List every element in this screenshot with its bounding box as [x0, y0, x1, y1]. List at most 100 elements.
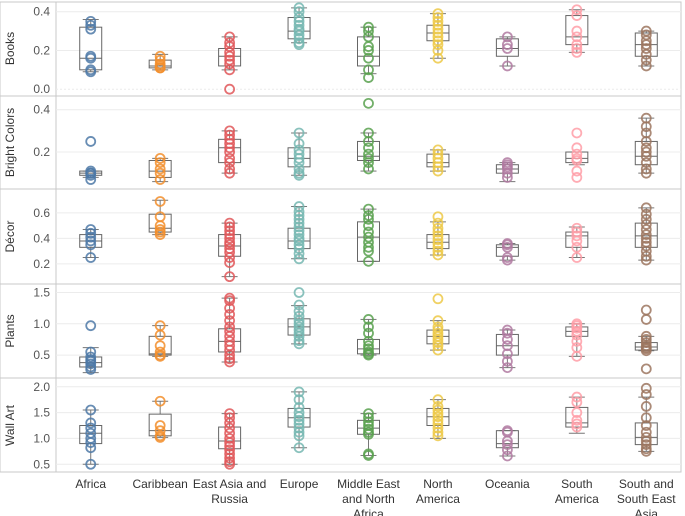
point-wall-art-europe: [293, 394, 305, 406]
point-books-south-and-south-east-asia: [640, 54, 652, 66]
x-label-middle-east-and-north-africa: and North: [342, 492, 395, 506]
point-d-cor-africa: [85, 235, 97, 247]
point-d-cor-europe: [293, 229, 305, 240]
y-tick-label-wall-art: 1.0: [33, 431, 50, 445]
box-wall-art-oceania: [495, 430, 519, 449]
panel-label-d-cor: Décor: [3, 220, 17, 252]
point-d-cor-south-america: [571, 252, 583, 263]
panel-label-bright-colors: Bright Colors: [3, 108, 17, 177]
point-wall-art-south-america: [571, 407, 583, 418]
point-books-africa: [85, 15, 97, 27]
point-books-south-and-south-east-asia: [640, 60, 652, 72]
x-label-east-asia-and-russia: East Asia and: [193, 477, 266, 491]
point-d-cor-middle-east-and-north-africa: [363, 210, 374, 221]
point-d-cor-africa: [85, 252, 97, 263]
point-books-north-america: [432, 8, 444, 20]
point-plants-africa: [85, 358, 97, 370]
point-books-europe: [293, 33, 305, 45]
point-books-caribbean: [154, 62, 166, 74]
point-bright-colors-middle-east-and-north-africa: [363, 157, 374, 169]
point-wall-art-north-america: [432, 414, 444, 426]
x-label-south-america: South: [561, 477, 592, 491]
point-d-cor-europe: [293, 235, 305, 247]
plot-frame: [55, 1, 682, 473]
point-wall-art-middle-east-and-north-africa: [363, 450, 374, 461]
point-wall-art-europe: [293, 426, 305, 438]
point-books-north-america: [432, 19, 444, 31]
point-d-cor-oceania: [501, 241, 513, 253]
point-wall-art-south-and-south-east-asia: [640, 412, 652, 424]
point-d-cor-south-and-south-east-asia: [640, 202, 652, 214]
point-plants-east-asia-and-russia: [224, 309, 236, 320]
point-plants-caribbean: [154, 350, 166, 362]
point-books-north-america: [432, 39, 444, 51]
x-label-south-and-south-east-asia: Asia: [635, 507, 659, 516]
x-label-africa: Africa: [75, 477, 106, 491]
point-books-oceania: [501, 39, 513, 51]
point-wall-art-east-asia-and-russia: [224, 448, 236, 460]
point-wall-art-south-america: [571, 421, 583, 433]
point-wall-art-africa: [85, 458, 97, 470]
box-books-oceania: [495, 38, 519, 57]
point-bright-colors-east-asia-and-russia: [224, 157, 236, 169]
point-wall-art-south-america: [571, 418, 583, 430]
point-plants-middle-east-and-north-africa: [363, 335, 374, 347]
box-d-cor-oceania: [495, 244, 519, 257]
point-bright-colors-east-asia-and-russia: [224, 163, 236, 175]
point-bright-colors-south-and-south-east-asia: [640, 163, 652, 175]
point-books-middle-east-and-north-africa: [363, 45, 374, 56]
point-books-caribbean: [154, 54, 166, 66]
point-books-east-asia-and-russia: [224, 83, 236, 95]
point-wall-art-east-asia-and-russia: [224, 412, 236, 424]
point-d-cor-europe: [293, 225, 305, 237]
point-d-cor-east-asia-and-russia: [224, 247, 236, 258]
point-bright-colors-africa: [85, 136, 97, 147]
point-plants-africa: [85, 320, 97, 332]
x-label-middle-east-and-north-africa: Africa: [353, 507, 384, 516]
point-books-middle-east-and-north-africa: [363, 25, 374, 37]
point-plants-middle-east-and-north-africa: [363, 349, 374, 361]
point-d-cor-south-and-south-east-asia: [640, 240, 652, 252]
point-wall-art-south-and-south-east-asia: [640, 439, 652, 451]
point-books-east-asia-and-russia: [224, 58, 236, 70]
point-d-cor-europe: [293, 253, 305, 265]
point-plants-north-america: [432, 334, 444, 345]
point-plants-caribbean: [154, 346, 166, 358]
point-bright-colors-europe: [293, 157, 305, 169]
point-d-cor-east-asia-and-russia: [224, 271, 236, 283]
point-d-cor-europe: [293, 213, 305, 225]
point-books-south-america: [571, 31, 583, 43]
point-d-cor-south-america: [571, 235, 583, 247]
point-plants-north-america: [432, 344, 444, 356]
point-plants-east-asia-and-russia: [224, 315, 236, 327]
point-bright-colors-africa: [85, 174, 97, 185]
point-wall-art-east-asia-and-russia: [224, 437, 236, 448]
y-tick-label-wall-art: 1.5: [33, 406, 50, 420]
point-wall-art-middle-east-and-north-africa: [363, 412, 374, 424]
point-wall-art-africa: [85, 404, 97, 416]
point-books-south-america: [571, 43, 583, 54]
box-bright-colors-middle-east-and-north-africa: [357, 140, 380, 161]
point-bright-colors-caribbean: [154, 167, 166, 179]
point-wall-art-east-asia-and-russia: [224, 458, 236, 470]
point-bright-colors-east-asia-and-russia: [224, 152, 236, 164]
x-label-europe: Europe: [280, 477, 319, 491]
point-d-cor-east-asia-and-russia: [224, 252, 236, 263]
point-bright-colors-oceania: [501, 172, 513, 183]
point-plants-oceania: [501, 334, 513, 345]
point-bright-colors-north-america: [432, 161, 444, 173]
point-d-cor-middle-east-and-north-africa: [363, 213, 374, 225]
point-d-cor-middle-east-and-north-africa: [363, 231, 374, 243]
point-wall-art-north-america: [432, 426, 444, 438]
point-books-east-asia-and-russia: [224, 46, 236, 58]
point-bright-colors-south-and-south-east-asia: [640, 146, 652, 158]
point-wall-art-middle-east-and-north-africa: [363, 428, 374, 440]
point-plants-east-asia-and-russia: [224, 349, 236, 361]
point-d-cor-east-asia-and-russia: [224, 221, 236, 233]
point-wall-art-europe: [293, 411, 305, 423]
point-books-east-asia-and-russia: [224, 50, 236, 62]
point-bright-colors-south-america: [571, 155, 583, 166]
point-d-cor-europe: [293, 243, 305, 255]
point-d-cor-middle-east-and-north-africa: [363, 245, 374, 257]
